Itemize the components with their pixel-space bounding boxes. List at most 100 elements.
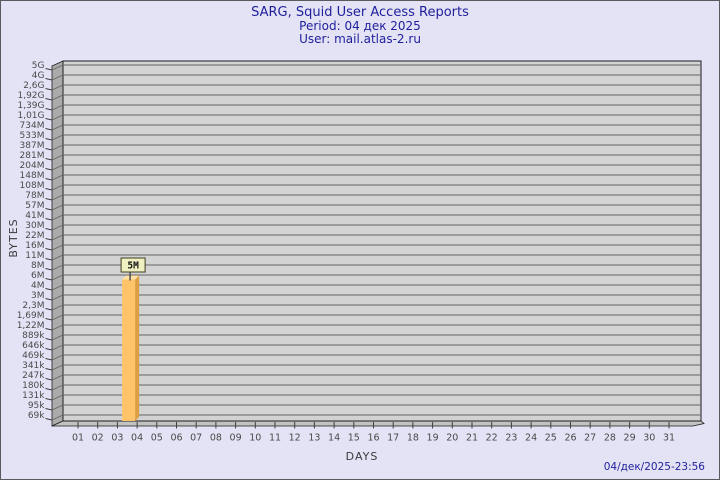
y-tick (45, 278, 53, 281)
x-tick-label: 20 (446, 433, 458, 444)
x-tick-label: 25 (545, 433, 557, 444)
wall-gridline (51, 224, 64, 231)
y-tick (45, 318, 53, 321)
y-tick (45, 228, 53, 231)
plot-area (62, 60, 702, 422)
y-tick (45, 168, 53, 171)
x-tick-label: 17 (387, 433, 399, 444)
y-tick (45, 388, 53, 391)
x-tick-label: 27 (584, 433, 596, 444)
y-tick-label: 1,69M (17, 311, 45, 321)
x-tick-label: 12 (289, 433, 301, 444)
wall-gridline (51, 184, 64, 191)
y-tick-label: 8M (31, 261, 45, 271)
floor-3d (51, 420, 705, 427)
wall-gridline (51, 144, 64, 151)
wall-gridline (51, 384, 64, 391)
y-tick-label: 646k (22, 341, 45, 351)
wall-gridline (51, 274, 64, 281)
wall-gridline (51, 284, 64, 291)
report-period: Period: 04 дек 2025 (299, 19, 421, 33)
wall-gridline (51, 94, 64, 101)
x-tick-label: 24 (525, 433, 537, 444)
x-tick-label: 26 (564, 433, 576, 444)
y-tick (45, 198, 53, 201)
report-user: User: mail.atlas-2.ru (299, 32, 421, 46)
wall-gridline (51, 214, 64, 221)
y-tick (45, 308, 53, 311)
x-axis-title: DAYS (346, 450, 379, 463)
wall-gridline (51, 164, 64, 171)
x-tick-label: 30 (643, 433, 655, 444)
y-tick (45, 98, 53, 101)
y-tick-label: 341k (22, 361, 45, 371)
y-tick-label: 16M (25, 241, 44, 251)
x-tick-label: 01 (72, 433, 84, 444)
wall-gridline (51, 104, 64, 111)
y-tick-label: 204M (20, 161, 45, 171)
wall-gridline (51, 324, 64, 331)
y-tick-label: 387M (20, 141, 45, 151)
y-tick-label: 1,22M (17, 321, 45, 331)
wall-gridline (51, 414, 64, 421)
wall-gridline (51, 154, 64, 161)
x-tick-label: 03 (111, 433, 123, 444)
y-tick-label: 1,39G (17, 101, 44, 111)
y-tick-label: 533M (20, 131, 45, 141)
y-tick (45, 118, 53, 121)
y-tick (45, 128, 53, 131)
wall-gridline (51, 264, 64, 271)
x-tick-label: 09 (230, 433, 242, 444)
x-tick-label: 02 (92, 433, 104, 444)
y-tick (45, 88, 53, 91)
y-tick (45, 158, 53, 161)
x-tick-label: 18 (407, 433, 419, 444)
y-tick (45, 348, 53, 351)
y-tick (45, 258, 53, 261)
y-tick (45, 188, 53, 191)
wall-gridline (51, 364, 64, 371)
x-tick-label: 04 (131, 433, 143, 444)
y-tick-label: 22M (25, 231, 44, 241)
x-tick-label: 05 (151, 433, 163, 444)
x-tick-label: 15 (348, 433, 360, 444)
y-tick (45, 288, 53, 291)
report-title: SARG, Squid User Access Reports (251, 5, 469, 20)
y-tick-label: 734M (20, 121, 45, 131)
wall-gridline (51, 114, 64, 121)
report-header: SARG, Squid User Access Reports Period: … (1, 5, 719, 46)
x-tick-label: 16 (367, 433, 379, 444)
wall-gridline (51, 84, 64, 91)
y-tick (45, 108, 53, 111)
wall-gridline (51, 194, 64, 201)
x-tick-label: 06 (170, 433, 182, 444)
y-tick (45, 398, 53, 401)
x-tick-label: 29 (624, 433, 636, 444)
y-tick-label: 6M (31, 271, 45, 281)
wall-gridline (51, 344, 64, 351)
bar-value-label: 5M (127, 260, 139, 271)
wall-gridline (51, 354, 64, 361)
y-tick-label: 180k (22, 381, 45, 391)
y-tick-label: 4G (32, 71, 45, 81)
wall-gridline (51, 314, 64, 321)
wall-gridline (51, 234, 64, 241)
y-tick-label: 889k (22, 331, 45, 341)
x-tick-label: 28 (604, 433, 616, 444)
y-tick-label: 131k (22, 391, 45, 401)
x-tick-label: 21 (466, 433, 478, 444)
x-tick-label: 11 (269, 433, 281, 444)
y-tick-label: 78M (25, 191, 44, 201)
y-tick-label: 2,3M (22, 301, 44, 311)
y-tick-label: 108M (20, 181, 45, 191)
x-tick-label: 14 (328, 433, 340, 444)
x-tick-label: 13 (308, 433, 320, 444)
x-tick-label: 22 (486, 433, 498, 444)
y-tick (45, 298, 53, 301)
wall-gridline (51, 74, 64, 81)
wall-gridline (51, 404, 64, 411)
y-tick-label: 41M (25, 211, 44, 221)
y-tick (45, 148, 53, 151)
wall-gridline (51, 124, 64, 131)
